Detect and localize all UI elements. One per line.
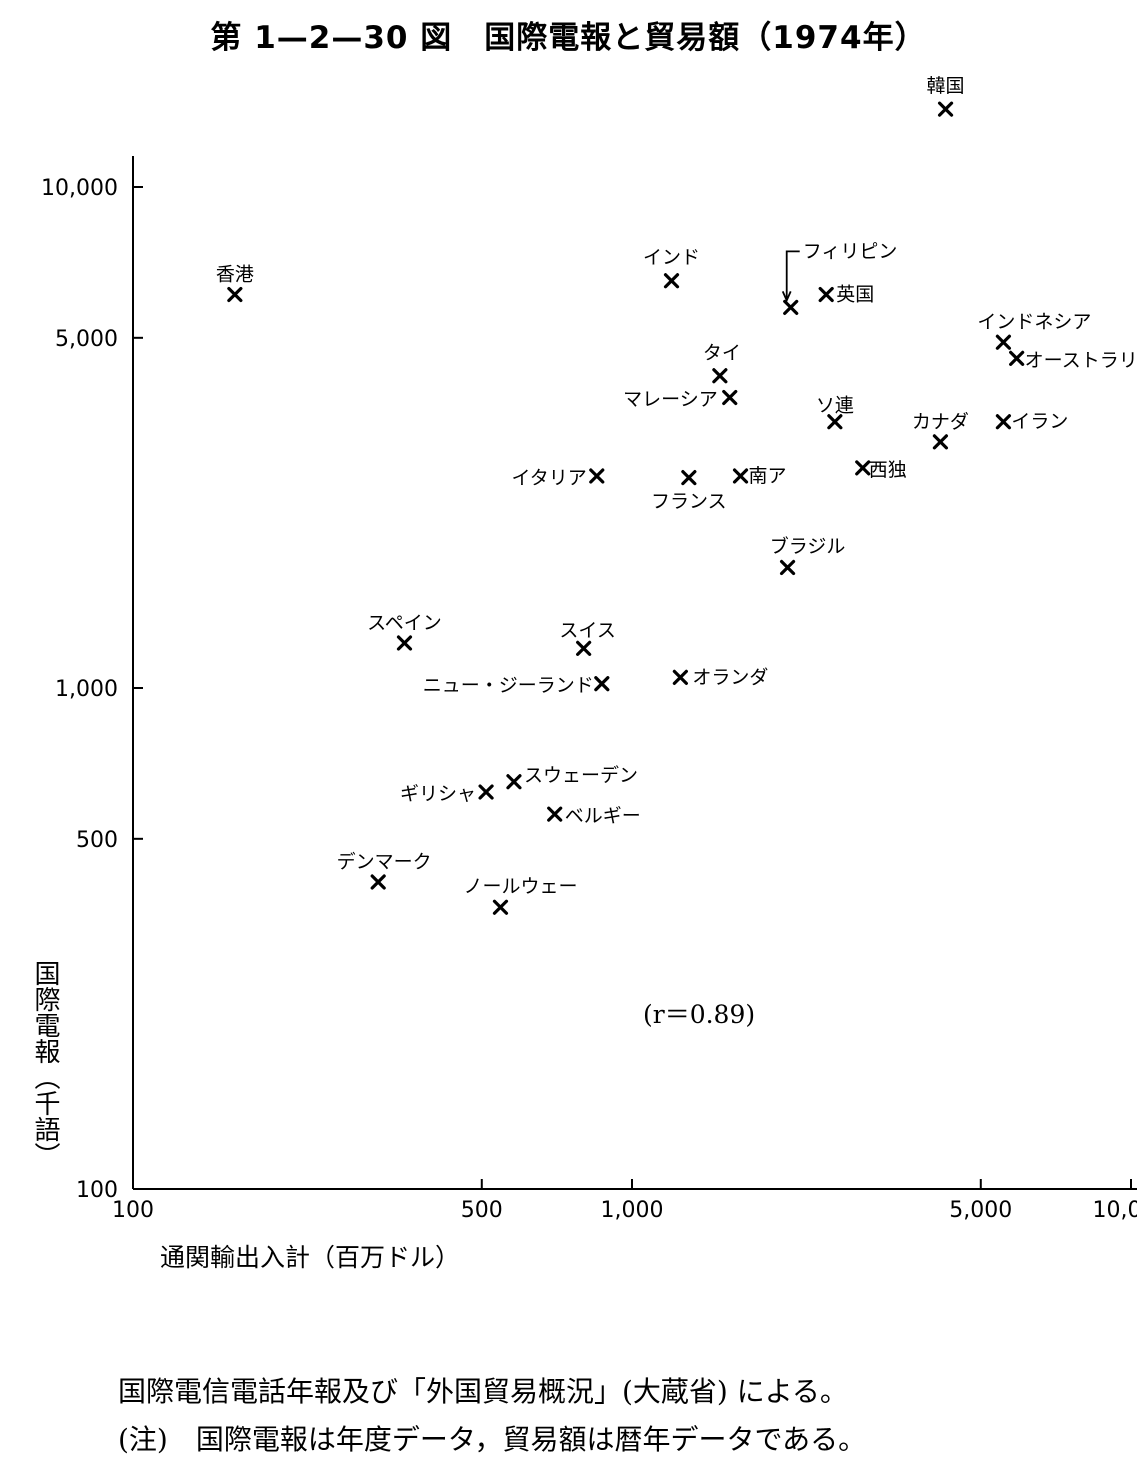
point-marker — [779, 559, 796, 576]
point-marker — [937, 101, 954, 117]
data-point: 香港 — [216, 264, 254, 303]
data-point: デンマーク — [337, 851, 432, 890]
footnote: (注) 国際電報は年度データ，貿易額は暦年データである。 — [118, 1423, 867, 1456]
point-label: 英国 — [836, 284, 874, 306]
data-point: ノールウェー — [463, 875, 577, 915]
point-label: デンマーク — [337, 851, 432, 873]
y-tick-label: 1,000 — [55, 677, 118, 702]
point-label: ソ連 — [816, 395, 854, 417]
point-label: オーストラリア — [1025, 349, 1137, 371]
point-label: タイ — [703, 342, 741, 364]
x-tick-label: 5,000 — [949, 1198, 1012, 1223]
point-label: オランダ — [692, 666, 768, 688]
point-label: ベルギー — [565, 805, 641, 827]
point-label: スイス — [559, 619, 615, 641]
data-point: マレーシア — [623, 389, 738, 411]
point-label: インド — [643, 247, 700, 269]
point-label: 香港 — [216, 264, 254, 286]
point-marker — [478, 784, 494, 800]
y-axis-title: 国際電報（千語） — [30, 960, 60, 1168]
point-label: フィリピン — [803, 240, 898, 262]
leader-arrow-icon — [781, 291, 792, 303]
data-point: スウェーデン — [506, 765, 638, 790]
point-marker — [227, 286, 243, 303]
y-tick-label: 500 — [76, 828, 118, 853]
point-marker — [576, 640, 592, 656]
point-marker — [995, 334, 1011, 350]
label-leader-line — [785, 250, 800, 300]
chart-title: 第 1—2—30 図 国際電報と貿易額（1974年） — [210, 20, 927, 56]
data-point: オランダ — [672, 666, 768, 688]
data-point: スペイン — [367, 612, 442, 651]
data-point: スイス — [559, 619, 616, 656]
data-point: 西独 — [855, 459, 907, 481]
point-marker — [1009, 350, 1025, 366]
point-label: 韓国 — [927, 75, 965, 97]
data-point: ブラジル — [770, 534, 846, 576]
point-marker — [547, 806, 563, 822]
point-label: フランス — [651, 491, 727, 513]
point-label: ニュー・ジーランド — [423, 675, 594, 697]
point-marker — [396, 635, 413, 651]
data-point: タイ — [703, 342, 741, 384]
x-axis-title: 通関輸出入計（百万ドル） — [160, 1243, 461, 1272]
point-marker — [783, 299, 799, 316]
data-point: オーストラリア — [1009, 349, 1137, 371]
data-point: フィリピン — [781, 240, 898, 316]
point-label: ノールウェー — [463, 875, 577, 897]
point-marker — [712, 368, 728, 384]
x-tick-label: 100 — [112, 1198, 154, 1223]
point-label: スペイン — [367, 612, 442, 634]
point-marker — [492, 899, 509, 915]
point-marker — [855, 460, 871, 476]
data-point: 英国 — [818, 284, 874, 306]
data-point: イタリア — [512, 467, 605, 489]
point-marker — [827, 414, 843, 430]
point-label: インドネシア — [977, 311, 1091, 333]
point-label: マレーシア — [623, 389, 718, 411]
point-marker — [663, 273, 680, 289]
data-points: 米国韓国香港インドフィリピン英国インドネシアオーストラリアタイマレーシアソ連カナ… — [216, 75, 1137, 915]
point-label: ブラジル — [770, 534, 846, 557]
point-marker — [506, 774, 522, 790]
point-marker — [932, 434, 949, 450]
point-marker — [589, 468, 605, 484]
y-tick-label: 100 — [76, 1178, 118, 1203]
point-label: イラン — [1011, 411, 1068, 433]
x-tick-label: 1,000 — [601, 1198, 664, 1223]
y-tick-label: 5,000 — [55, 327, 118, 352]
data-point: 南ア — [732, 465, 787, 487]
x-tick-label: 500 — [461, 1198, 503, 1223]
point-label: ギリシャ — [400, 783, 476, 805]
point-marker — [594, 676, 610, 692]
data-point: ベルギー — [547, 805, 641, 827]
source-note: 国際電信電話年報及び「外国貿易概況」(大蔵省) による。 — [118, 1375, 848, 1408]
y-tick-label: 10,000 — [41, 176, 118, 201]
point-label: カナダ — [912, 411, 969, 433]
point-label: 西独 — [869, 459, 907, 481]
data-point: カナダ — [912, 411, 969, 450]
point-marker — [722, 389, 738, 406]
data-point: ソ連 — [816, 395, 854, 430]
point-marker — [370, 874, 386, 890]
point-label: イタリア — [512, 467, 587, 489]
data-point: インド — [643, 247, 700, 289]
data-point: 韓国 — [927, 75, 965, 117]
data-point: インドネシア — [977, 311, 1091, 350]
point-marker — [995, 414, 1011, 430]
point-marker — [732, 468, 749, 484]
correlation-annotation: (r＝0.89) — [643, 1000, 756, 1029]
point-label: 南ア — [749, 465, 787, 487]
data-point: ギリシャ — [400, 783, 494, 805]
x-tick-label: 10,000 — [1093, 1198, 1137, 1223]
axis-ticks: 1005001,0005,00010,00050,0001005001,0005… — [41, 176, 1137, 1223]
point-marker — [818, 286, 834, 303]
point-label: スウェーデン — [524, 765, 638, 787]
point-marker — [672, 669, 688, 685]
data-point: フランス — [651, 470, 727, 513]
data-point: イラン — [995, 411, 1068, 433]
point-marker — [681, 470, 697, 486]
data-point: ニュー・ジーランド — [423, 675, 610, 697]
